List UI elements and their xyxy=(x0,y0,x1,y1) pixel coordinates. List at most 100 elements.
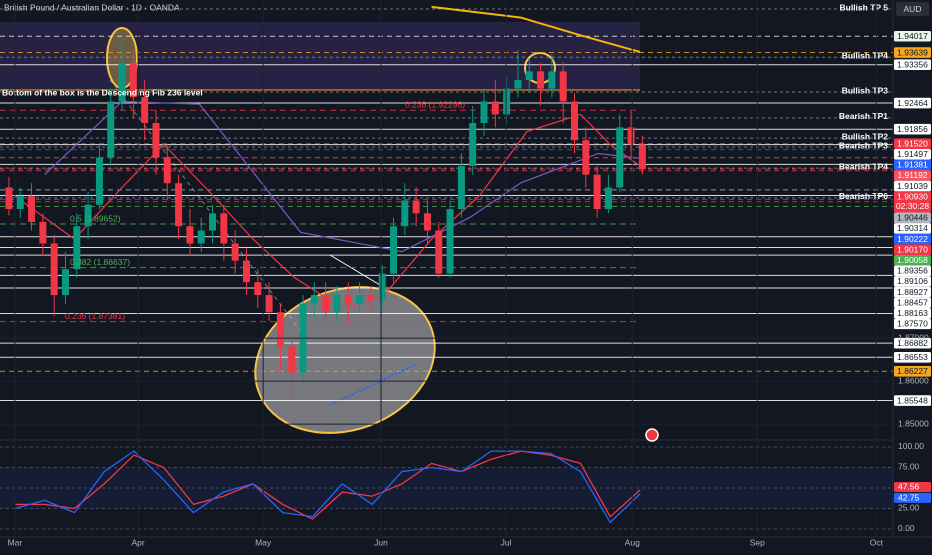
candle-body xyxy=(61,269,69,296)
oscillator-tick-label: 75.00 xyxy=(898,462,920,472)
candle-body xyxy=(627,127,635,145)
price-label-box xyxy=(894,138,931,149)
fib-label: 0.236 (1.92296) xyxy=(405,100,465,110)
candle-body xyxy=(276,312,284,347)
candle-body xyxy=(231,243,239,261)
x-tick-label: Aug xyxy=(625,537,640,547)
price-label: 1.87570 xyxy=(897,319,928,329)
price-label: 1.91039 xyxy=(897,181,928,191)
x-tick-label: Oct xyxy=(870,537,884,547)
candle-body xyxy=(16,196,24,210)
annotation: Bullish TP2 xyxy=(842,131,889,141)
y-tick-label: 1.87000 xyxy=(898,332,929,342)
candle-body xyxy=(367,295,375,300)
price-label: 1.91381 xyxy=(897,160,928,170)
candle-body xyxy=(582,140,590,175)
x-tick-label: Sep xyxy=(750,537,765,547)
price-label-box xyxy=(894,286,931,298)
price-label-box xyxy=(894,276,931,287)
oscillator-value: 42.75 xyxy=(898,493,920,503)
oscillator-line xyxy=(14,450,641,524)
candle-body xyxy=(141,97,149,124)
annotation: Bearish TP4 xyxy=(839,161,888,171)
candle-body xyxy=(254,282,262,296)
price-label: 1.92464 xyxy=(897,98,928,108)
price-label-box xyxy=(894,337,931,349)
price-label: 1.88457 xyxy=(897,297,928,307)
fib-label: 0.236 (1.87381) xyxy=(65,311,125,321)
moving-average xyxy=(14,113,641,309)
candle-body xyxy=(118,62,126,102)
price-label-box xyxy=(894,159,931,171)
oscillator-value-box xyxy=(894,481,931,492)
price-label: 1.93639 xyxy=(897,47,928,57)
price-label: 1.90314 xyxy=(897,223,928,233)
candle-body xyxy=(73,226,81,270)
candle-body xyxy=(525,71,533,80)
candle-body xyxy=(559,71,567,102)
candle-body xyxy=(5,187,13,210)
candle-body xyxy=(457,166,465,210)
price-label-box xyxy=(894,191,931,202)
price-label: 1.90930 xyxy=(897,191,928,201)
oscillator-value: 47.56 xyxy=(898,482,920,492)
price-label-box xyxy=(894,180,931,192)
event-icon[interactable] xyxy=(645,428,659,442)
price-label: 1.90446 xyxy=(897,213,928,223)
candle-body xyxy=(435,230,443,274)
price-label-box xyxy=(894,297,931,308)
chart-title: British Pound / Australian Dollar · 1D ·… xyxy=(4,2,180,12)
x-tick-label: May xyxy=(255,537,272,547)
candle-body xyxy=(480,101,488,124)
price-label: 1.91497 xyxy=(897,149,928,159)
price-label: 1.91520 xyxy=(897,138,928,148)
candle-body xyxy=(186,226,194,244)
fib-label: 0.5 (1.89652) xyxy=(70,213,121,223)
labels: 1.94017 1.93639 1.93356 1.92464 1.91856 1.915… xyxy=(65,2,931,406)
candle-body xyxy=(288,346,296,373)
price-label: 1.90058 xyxy=(897,255,928,265)
candle-body xyxy=(537,71,545,89)
currency-box[interactable] xyxy=(896,2,929,16)
candle-body xyxy=(310,295,318,304)
candle-body xyxy=(604,187,612,210)
oscillator-tick-label: 25.00 xyxy=(898,503,920,513)
candle-body xyxy=(356,295,364,304)
price-label: 1.91856 xyxy=(897,124,928,134)
x-tick-label: Jul xyxy=(501,537,512,547)
candle-body xyxy=(469,123,477,167)
candle-body xyxy=(50,243,58,296)
candle-body xyxy=(616,127,624,188)
price-label: 1.88927 xyxy=(897,287,928,297)
annotation: Bullish TP3 xyxy=(842,85,889,95)
candle-body xyxy=(107,101,115,158)
countdown: 02:30:28 xyxy=(896,201,929,211)
candle-body xyxy=(197,230,205,244)
candle-body xyxy=(503,88,511,115)
price-label-box xyxy=(894,223,931,234)
candle-body xyxy=(39,221,47,244)
levels xyxy=(0,8,893,402)
candle-body xyxy=(638,144,646,170)
price-label: 1.90170 xyxy=(897,244,928,254)
countdown-box xyxy=(894,201,931,211)
price-label: 1.85548 xyxy=(897,395,928,405)
candle-body xyxy=(333,295,341,313)
price-label-box xyxy=(894,123,931,135)
annotation: Bearish TP1 xyxy=(839,111,888,121)
price-label-box xyxy=(894,318,931,330)
moving-average xyxy=(431,5,641,53)
candle-body xyxy=(152,123,160,158)
price-label: 1.86553 xyxy=(897,352,928,362)
oscillator-tick-label: 100.00 xyxy=(898,441,924,451)
price-label: 1.89356 xyxy=(897,266,928,276)
annotation: Bearish TP6 xyxy=(839,191,888,201)
candle-body xyxy=(446,209,454,274)
price-label: 1.88163 xyxy=(897,308,928,318)
candles xyxy=(5,41,646,399)
annotation: Bullish TP 5 xyxy=(840,2,889,12)
currency: AUD xyxy=(904,4,922,14)
price-label-box xyxy=(894,30,931,42)
candle-body xyxy=(401,200,409,227)
